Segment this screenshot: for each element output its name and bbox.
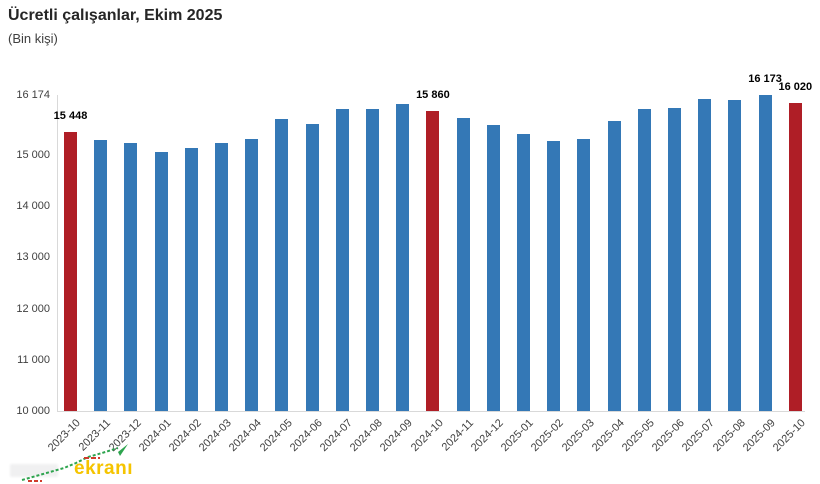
bar-2023-12 [124,142,138,411]
x-tick-label: 2024-04 [227,417,265,455]
bar-2025-02 [547,140,561,411]
chart-subtitle: (Bin kişi) [8,31,58,46]
x-tick-label: 2025-09 [740,417,778,455]
x-tick-label: 2024-11 [439,417,476,454]
bar-2024-03 [215,143,228,411]
x-tick-label: 2025-07 [680,417,718,455]
y-tick-11000: 11 000 [17,353,50,366]
x-tick-label: 2025-10 [770,417,808,455]
x-tick-label: 2024-12 [468,417,506,455]
bar-2024-04 [245,138,259,411]
bar-2025-03 [577,139,591,411]
bar-2024-05 [275,119,289,411]
y-tick-12000: 12 000 [16,302,50,315]
watermark-faint-text [10,464,58,477]
x-tick-label: 2024-07 [317,417,355,455]
y-tick-10000: 10 000 [16,405,50,417]
bar-2024-01 [154,151,168,411]
y-tick-15000: 15 000 [16,149,50,162]
bar-2025-08 [728,99,742,411]
bar-2025-01 [517,134,530,411]
x-axis-baseline [57,411,805,412]
bar-2023-11 [94,139,108,411]
data-label-2025-10: 16 020 [778,80,813,93]
x-tick-label: 2024-08 [347,417,385,455]
y-axis-line [57,95,58,411]
data-label-2025-09: 16 173 [748,73,782,86]
bar-2025-04 [607,120,621,411]
x-tick-label: 2025-02 [529,417,567,455]
y-tick-14000: 14 000 [16,200,50,213]
bar-2024-11 [456,117,470,411]
chart-title: Ücretli çalışanlar, Ekim 2025 [8,7,223,24]
bar-2024-02 [184,147,198,411]
watermark-label: ekranı [74,458,133,479]
x-tick-label: 2025-06 [649,417,687,455]
y-tick-13000: 13 000 [16,251,50,264]
bar-2025-10 [788,102,802,411]
bar-2023-10 [64,132,77,411]
bar-2024-12 [486,124,500,411]
bar-2025-07 [698,98,712,411]
watermark: ekranı [6,442,216,484]
y-axis-ticks: 16 174 15 000 14 000 13 000 12 000 11 000 10 0… [0,89,50,417]
bar-2024-09 [396,104,410,411]
x-tick-label: 2024-09 [378,417,416,455]
bar-2025-09 [758,95,772,411]
x-tick-label: 2024-06 [287,417,325,455]
bar-2024-07 [335,108,349,411]
bar-2024-08 [366,109,379,411]
x-tick-label: 2025-05 [619,417,657,455]
bar-2025-06 [668,107,681,411]
x-tick-label: 2025-03 [559,417,597,455]
x-tick-label: 2025-08 [710,417,748,455]
bar-2024-06 [305,124,319,411]
x-tick-label: 2025-04 [589,417,627,455]
plot-area [57,95,805,412]
x-tick-label: 2024-05 [257,417,295,455]
x-tick-label: 2025-01 [498,417,536,455]
bar-2025-05 [637,109,651,411]
y-tick-16174: 16 174 [16,89,50,101]
x-tick-label: 2024-10 [408,417,446,455]
bar-2024-10 [426,111,440,411]
watermark-sparkline-icon [21,444,128,482]
